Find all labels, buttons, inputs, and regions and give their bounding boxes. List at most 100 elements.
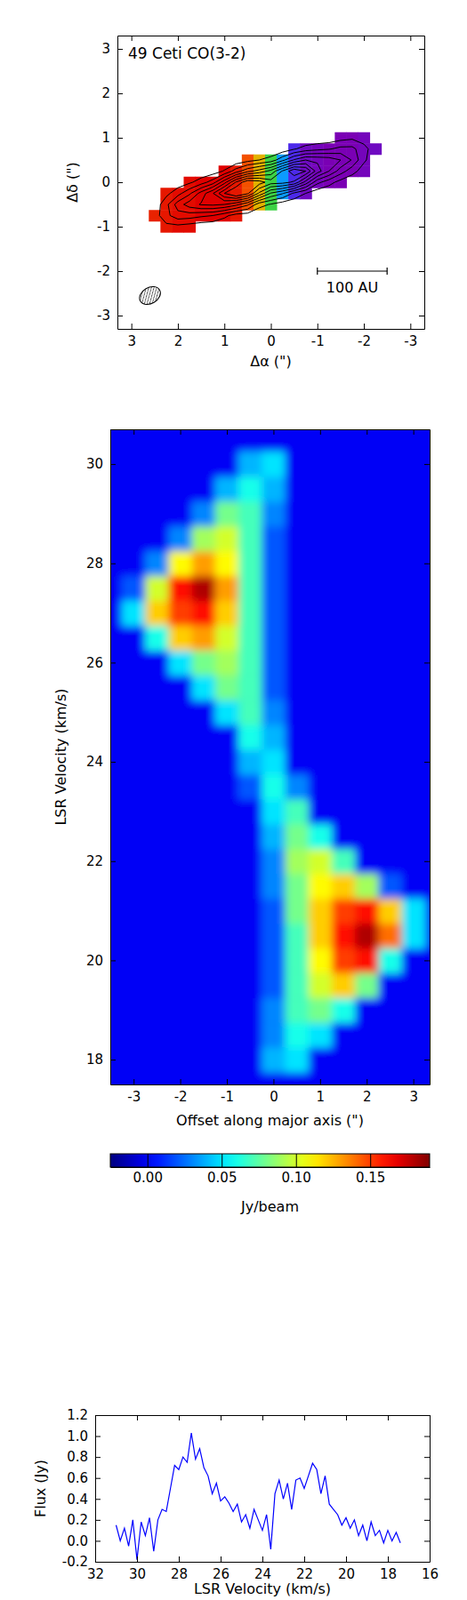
heatmap-cell	[261, 948, 286, 974]
tick-label: 30	[86, 456, 104, 473]
heatmap-cell	[378, 749, 403, 775]
tick	[424, 762, 430, 764]
tick: 18	[379, 1557, 397, 1584]
heatmap-cell	[402, 824, 427, 850]
heatmap-cell	[402, 576, 427, 602]
tick-mark	[226, 1079, 228, 1086]
tick-label: 0	[101, 174, 111, 191]
tick	[424, 1562, 430, 1564]
heatmap-cell	[402, 501, 427, 527]
plot-background	[110, 429, 430, 1086]
heatmap-cell	[238, 476, 263, 502]
tick: 28	[170, 1557, 188, 1584]
tick-mark	[224, 323, 226, 330]
tick-label: 0.05	[207, 1170, 237, 1187]
tick-mark	[95, 1457, 101, 1459]
tick	[424, 1416, 430, 1418]
heatmap-cell	[215, 998, 240, 1023]
heatmap-cell	[192, 650, 217, 676]
tick: -2	[357, 323, 371, 350]
heatmap-cell	[378, 799, 403, 825]
tick	[346, 1416, 347, 1422]
contour	[199, 160, 322, 206]
tick: 0.10	[281, 1154, 312, 1187]
heatmap-cell	[261, 551, 286, 577]
heatmap-cell	[331, 874, 356, 900]
tick-mark	[424, 861, 430, 863]
heatmap-cell	[169, 451, 194, 477]
tick-label: -1	[220, 1089, 234, 1106]
heatmap-cell	[402, 551, 427, 577]
heatmap-cell	[144, 675, 170, 701]
contour	[213, 163, 315, 202]
heatmap-cell	[192, 576, 217, 602]
heatmap-cell	[121, 998, 146, 1023]
tick-mark	[424, 1479, 430, 1481]
tick: 18	[86, 1052, 116, 1069]
heatmap-cell	[285, 626, 310, 652]
heatmap-cell	[261, 626, 286, 652]
tick	[413, 429, 415, 435]
heatmap-cell	[261, 724, 286, 750]
tick-mark	[424, 563, 430, 565]
heatmap-cell	[308, 476, 333, 502]
heatmap-cell	[261, 824, 286, 850]
heatmap-cell	[402, 700, 427, 725]
heatmap-cell	[238, 899, 263, 925]
tick	[418, 93, 425, 95]
tick-mark	[180, 1079, 182, 1086]
tick: 0.2	[66, 1513, 101, 1530]
velocity-cell	[346, 154, 359, 167]
heatmap-cell	[261, 700, 286, 725]
heatmap-cell	[192, 526, 217, 552]
heatmap-cell	[354, 973, 379, 999]
tick: 0.15	[355, 1154, 386, 1187]
tick-label: 1	[220, 333, 230, 350]
heatmap-cell	[402, 650, 427, 676]
heatmap-cell	[331, 973, 356, 999]
heatmap-cell	[378, 874, 403, 900]
heatmap-cell	[238, 526, 263, 552]
heatmap-cell	[169, 476, 194, 502]
heatmap-cell	[215, 749, 240, 775]
tick-label: 2	[362, 1089, 372, 1106]
heatmap-cell	[121, 626, 146, 652]
tick-label: 18	[86, 1052, 104, 1069]
tick	[424, 1060, 430, 1062]
heatmap-cell	[238, 1022, 263, 1048]
tick	[133, 429, 135, 435]
tick-mark	[418, 226, 425, 228]
tick-mark	[136, 1416, 138, 1422]
tick-mark	[180, 429, 182, 435]
tick-mark	[273, 429, 274, 435]
tick-mark	[366, 1079, 368, 1086]
axis-line	[429, 1417, 431, 1564]
scale-bar-line	[317, 270, 387, 272]
y-axis-label: Δδ (")	[64, 161, 81, 203]
heatmap-cell	[378, 551, 403, 577]
tick-mark	[95, 1479, 101, 1481]
tick-mark	[95, 1499, 101, 1501]
heatmap-cell	[308, 973, 333, 999]
heatmap-cell	[378, 601, 403, 627]
figure: 3210-1-2-3-3-2-10123Δα (")Δδ (")49 Ceti …	[0, 0, 467, 1600]
heatmap-cell	[215, 948, 240, 974]
heatmap-cell	[285, 675, 310, 701]
tick: 22	[296, 1557, 314, 1584]
tick-label: 3	[409, 1089, 419, 1106]
heatmap-cell	[378, 774, 403, 800]
heatmap-cell	[121, 874, 146, 900]
heatmap-cell	[331, 626, 356, 652]
heatmap-cell	[192, 899, 217, 925]
axis-line	[424, 36, 426, 331]
tick	[387, 1416, 389, 1422]
tick-mark	[131, 323, 133, 330]
tick-label: 0.0	[66, 1534, 89, 1551]
heatmap-cell	[402, 675, 427, 701]
velocity-cell	[183, 221, 196, 234]
axis-line	[111, 429, 431, 431]
heatmap-cell	[192, 451, 217, 477]
tick-label: -2	[357, 333, 371, 350]
tick-label: 0	[269, 1089, 279, 1106]
heatmap-cell	[285, 849, 310, 875]
